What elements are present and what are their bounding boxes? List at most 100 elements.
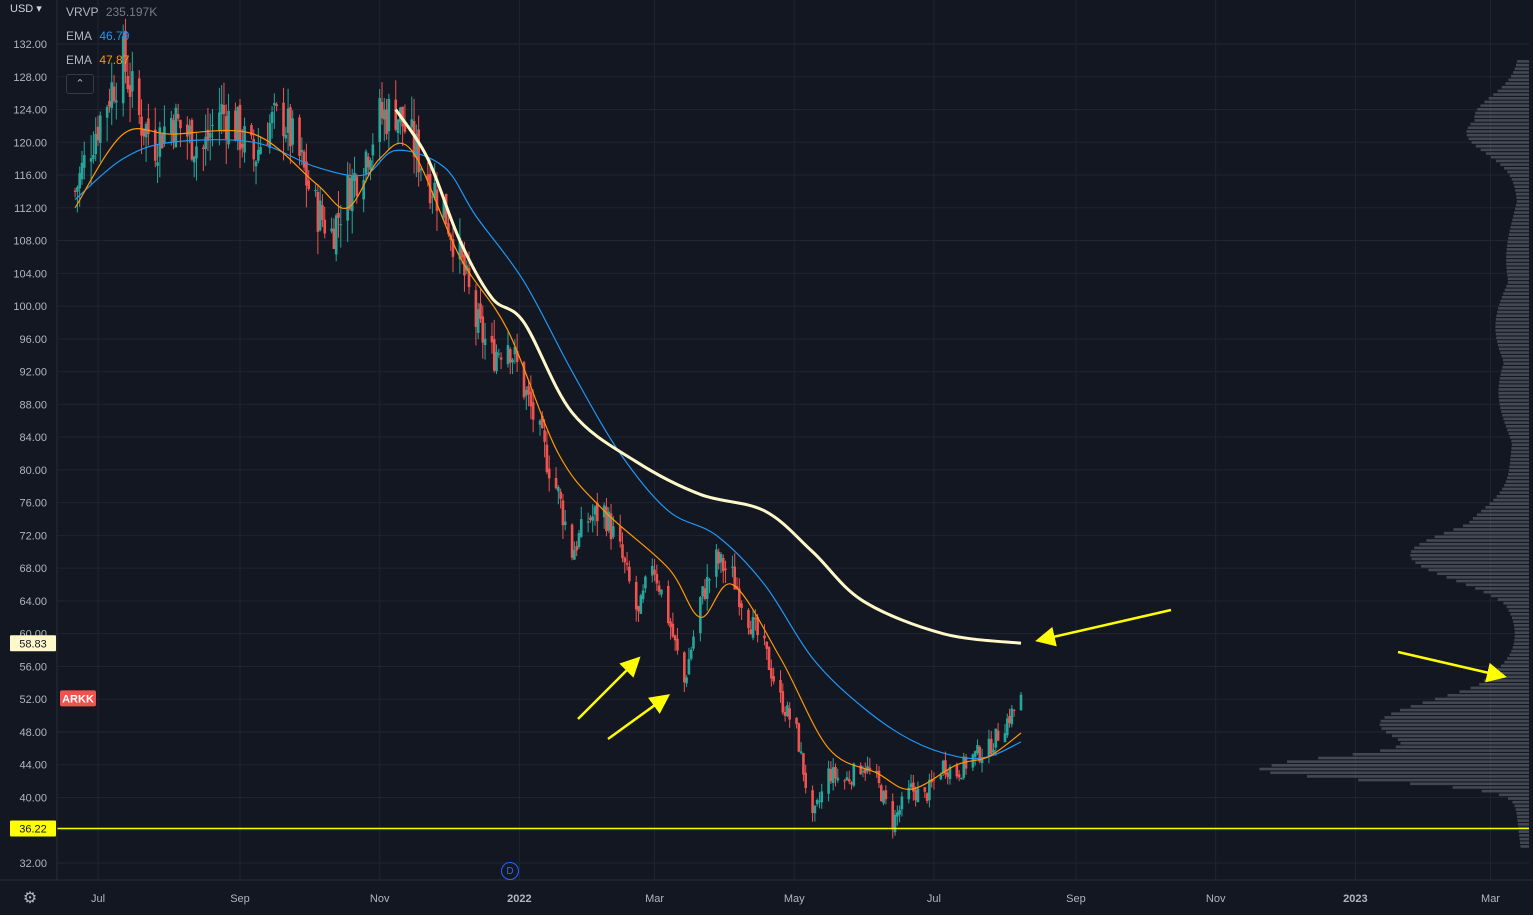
volume-profile-bar [1513, 181, 1529, 185]
candle-body [577, 533, 581, 548]
y-tick-label: 124.00 [13, 105, 47, 117]
volume-profile-bar [1517, 823, 1529, 826]
candle-body [573, 550, 576, 560]
candle-body [733, 566, 737, 590]
volume-profile-bar [1474, 119, 1529, 122]
candle-body [607, 511, 611, 531]
candle-body [914, 789, 917, 801]
candle-body [538, 420, 542, 425]
support-price-label-bg [10, 820, 56, 837]
candle-body [291, 118, 294, 145]
volume-profile-bar [1491, 594, 1529, 598]
volume-profile-bar [1514, 67, 1529, 71]
candle-body [314, 189, 317, 192]
volume-profile-bar [1414, 546, 1529, 550]
candle-body [563, 521, 567, 526]
volume-profile-bar [1511, 74, 1529, 78]
volume-profile-bar [1506, 251, 1529, 255]
volume-profile-bar [1502, 413, 1529, 417]
volume-profile-bar [1419, 542, 1529, 546]
volume-profile-bar [1506, 270, 1529, 273]
volume-profile-bar [1503, 292, 1529, 295]
legend-ema-fast[interactable]: EMA 46.79 [66, 29, 129, 43]
volume-profile-bar [1500, 299, 1529, 303]
candle-body [273, 102, 276, 106]
candle-body [660, 589, 663, 595]
volume-profile-bar [1506, 262, 1529, 266]
candle-body [978, 746, 982, 762]
candle-body [527, 385, 530, 395]
candle-body [731, 566, 734, 568]
legend-vrvp[interactable]: VRVP 235.197K [66, 5, 157, 19]
volume-profile-bar [1271, 764, 1529, 767]
volume-profile-bar [1514, 627, 1529, 631]
volume-profile-bar [1513, 642, 1529, 646]
y-tick-label: 92.00 [19, 367, 47, 379]
candle-body [460, 243, 464, 258]
candle-body [946, 772, 950, 777]
candle-body [396, 119, 400, 133]
volume-profile-bar [1500, 406, 1529, 410]
candle-body [179, 119, 182, 129]
volume-profile-bar [1498, 793, 1529, 797]
y-tick-label: 100.00 [13, 301, 47, 313]
volume-profile-bar [1470, 686, 1529, 690]
candle-body [76, 187, 79, 192]
dividend-marker-icon[interactable]: D [501, 862, 519, 880]
x-tick-label: Sep [230, 893, 250, 905]
candle-body [561, 500, 565, 526]
volume-profile-bar [1497, 310, 1529, 314]
volume-profile-bar [1506, 248, 1529, 251]
legend-ema-slow-name: EMA [66, 53, 93, 67]
currency-selector[interactable]: USD ▾ [10, 3, 42, 15]
candle-body [495, 351, 498, 372]
volume-profile-bar [1507, 657, 1529, 660]
candle-body [589, 517, 592, 520]
y-tick-label: 108.00 [13, 236, 47, 248]
volume-profile-bar [1510, 612, 1529, 616]
candle-body [506, 345, 510, 365]
candle-body [944, 760, 947, 775]
candle-body [112, 86, 116, 102]
candle-body [811, 790, 814, 813]
candle-body [676, 638, 679, 651]
candle-body [543, 430, 546, 442]
volume-profile-bar [1504, 288, 1529, 292]
volume-profile-bar [1508, 432, 1529, 435]
candle-body [211, 124, 214, 126]
volume-profile-bar [1385, 730, 1529, 734]
candle-body [513, 346, 517, 355]
legend-ema-slow[interactable]: EMA 47.87 [66, 53, 129, 67]
candle-body [321, 205, 324, 221]
volume-profile-bar [1509, 653, 1529, 657]
volume-profile-bar [1509, 436, 1529, 439]
volume-profile-bar [1507, 277, 1529, 281]
candle-body [1012, 709, 1016, 711]
volume-profile-bar [1513, 620, 1529, 623]
volume-profile-bar [1496, 494, 1529, 498]
volume-profile-bar [1498, 347, 1529, 351]
candle-body [222, 104, 226, 115]
candle-body [637, 606, 640, 612]
collapse-legend-button[interactable]: ⌃ [66, 74, 94, 94]
y-tick-label: 72.00 [19, 530, 47, 542]
legend-ema-fast-value: 46.79 [99, 29, 130, 43]
candle-body [412, 121, 416, 157]
candle-body [957, 774, 961, 778]
volume-profile-bar [1500, 373, 1529, 376]
volume-profile-bar [1459, 690, 1529, 693]
volume-profile-bar [1509, 174, 1529, 177]
candle-body [476, 309, 480, 333]
volume-profile-bar [1391, 712, 1529, 716]
settings-gear-icon[interactable]: ⚙ [22, 890, 38, 907]
volume-profile-bar [1380, 749, 1529, 752]
candle-body [907, 787, 911, 800]
volume-profile-bar [1475, 111, 1529, 115]
volume-profile-bar [1447, 694, 1529, 697]
volume-profile-bar [1508, 469, 1529, 472]
y-tick-label: 32.00 [19, 858, 47, 870]
volume-profile-bar [1499, 303, 1529, 306]
